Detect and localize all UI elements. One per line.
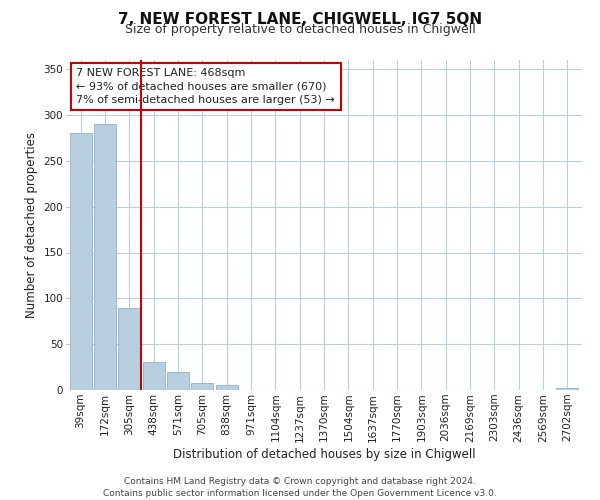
Text: Size of property relative to detached houses in Chigwell: Size of property relative to detached ho… [125, 22, 475, 36]
Bar [94, 124, 116, 390]
Bar [167, 372, 189, 390]
Bar [143, 362, 164, 390]
Bar [215, 386, 238, 390]
Bar [118, 308, 140, 390]
Text: 7, NEW FOREST LANE, CHIGWELL, IG7 5QN: 7, NEW FOREST LANE, CHIGWELL, IG7 5QN [118, 12, 482, 28]
Text: 7 NEW FOREST LANE: 468sqm
← 93% of detached houses are smaller (670)
7% of semi-: 7 NEW FOREST LANE: 468sqm ← 93% of detac… [76, 68, 335, 104]
Text: Contains HM Land Registry data © Crown copyright and database right 2024.
Contai: Contains HM Land Registry data © Crown c… [103, 476, 497, 498]
X-axis label: Distribution of detached houses by size in Chigwell: Distribution of detached houses by size … [173, 448, 475, 462]
Bar [556, 388, 578, 390]
Y-axis label: Number of detached properties: Number of detached properties [25, 132, 38, 318]
Bar [70, 134, 92, 390]
Bar [191, 382, 213, 390]
